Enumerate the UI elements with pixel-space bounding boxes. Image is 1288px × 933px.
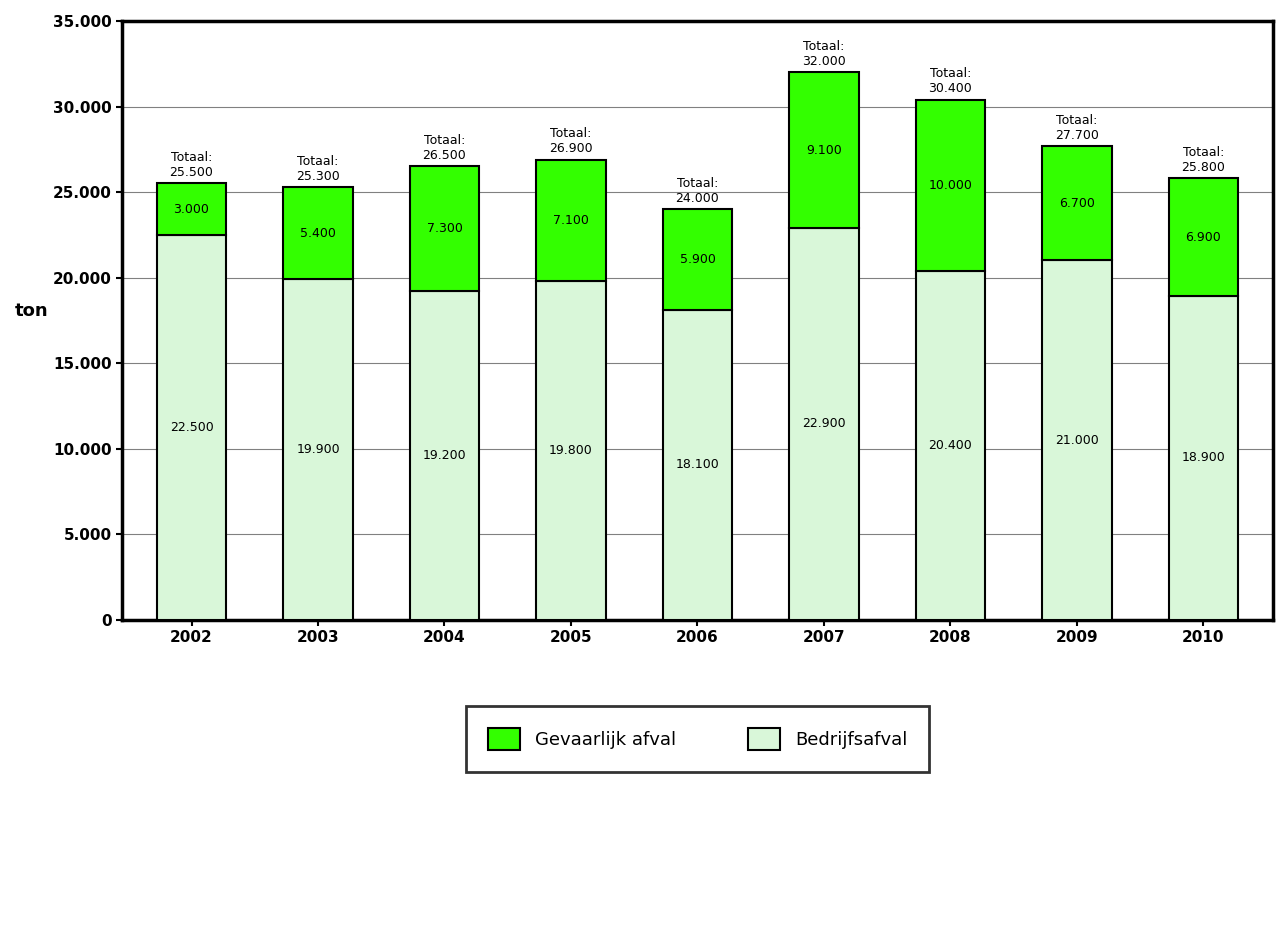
Text: Totaal:
27.700: Totaal: 27.700 <box>1055 114 1099 142</box>
Text: 19.800: 19.800 <box>549 444 592 457</box>
Text: Totaal:
32.000: Totaal: 32.000 <box>802 40 846 68</box>
Text: 19.900: 19.900 <box>296 443 340 456</box>
Bar <box>410 291 479 620</box>
Text: 18.100: 18.100 <box>676 458 719 471</box>
Text: 5.400: 5.400 <box>300 227 336 240</box>
Text: 20.400: 20.400 <box>929 439 972 452</box>
Bar <box>663 209 733 310</box>
Text: 22.500: 22.500 <box>170 421 214 434</box>
Text: 21.000: 21.000 <box>1055 434 1099 447</box>
Bar <box>1042 146 1112 260</box>
Text: 7.100: 7.100 <box>553 214 589 227</box>
Bar <box>157 235 227 620</box>
Text: 5.900: 5.900 <box>680 253 715 266</box>
Text: Totaal:
30.400: Totaal: 30.400 <box>929 67 972 95</box>
Bar <box>1168 297 1238 620</box>
Text: Totaal:
25.800: Totaal: 25.800 <box>1181 146 1225 174</box>
Text: 3.000: 3.000 <box>174 202 210 216</box>
Bar <box>790 73 859 228</box>
Text: Totaal:
24.000: Totaal: 24.000 <box>676 177 719 205</box>
Text: Totaal:
26.500: Totaal: 26.500 <box>422 134 466 162</box>
Bar <box>1168 178 1238 297</box>
Text: 9.100: 9.100 <box>806 144 842 157</box>
Text: 18.900: 18.900 <box>1181 452 1225 465</box>
Bar <box>916 100 985 271</box>
Text: Totaal:
25.500: Totaal: 25.500 <box>170 151 214 179</box>
Bar <box>410 166 479 291</box>
Bar <box>536 281 605 620</box>
Text: 10.000: 10.000 <box>929 179 972 191</box>
Bar <box>790 228 859 620</box>
Text: 6.900: 6.900 <box>1185 230 1221 244</box>
Text: 6.700: 6.700 <box>1059 197 1095 210</box>
Legend: Gevaarlijk afval, Bedrijfsafval: Gevaarlijk afval, Bedrijfsafval <box>466 706 929 772</box>
Text: 19.200: 19.200 <box>422 449 466 462</box>
Text: 7.300: 7.300 <box>426 222 462 235</box>
Y-axis label: ton: ton <box>15 302 49 320</box>
Text: Totaal:
26.900: Totaal: 26.900 <box>549 127 592 155</box>
Text: 22.900: 22.900 <box>802 417 846 430</box>
Text: Totaal:
25.300: Totaal: 25.300 <box>296 155 340 183</box>
Bar <box>157 184 227 235</box>
Bar <box>916 271 985 620</box>
Bar <box>283 187 353 279</box>
Bar <box>1042 260 1112 620</box>
Bar <box>283 279 353 620</box>
Bar <box>663 310 733 620</box>
Bar <box>536 160 605 281</box>
